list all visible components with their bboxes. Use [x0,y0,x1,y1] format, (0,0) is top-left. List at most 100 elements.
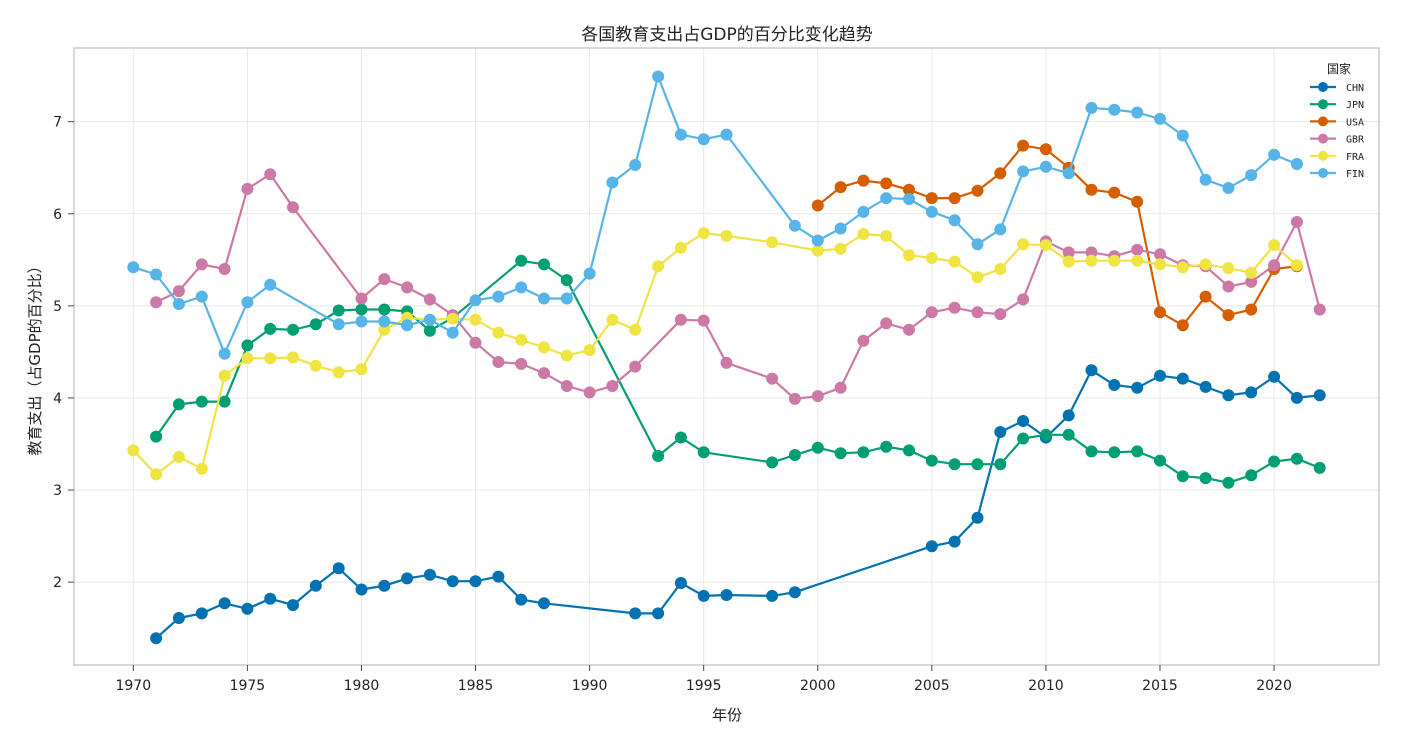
legend-item: GBR [1310,133,1365,146]
legend-item: CHN [1310,82,1364,94]
data-point [172,612,185,624]
data-point [674,431,687,444]
data-point [925,540,938,553]
series-chn [150,364,1326,645]
data-point [172,450,185,463]
data-point [538,341,550,354]
data-point [515,593,528,606]
data-point [652,260,665,273]
data-point [469,336,482,349]
data-point [401,319,414,332]
data-point [1245,303,1258,316]
data-point [766,236,779,249]
data-point [264,278,277,291]
data-point [811,390,824,403]
data-point [652,70,665,83]
data-point [1154,454,1166,467]
x-tick-label: 1970 [115,678,151,694]
data-point [925,192,938,205]
y-tick-label: 6 [53,207,62,223]
data-point [674,241,687,254]
legend-label: GBR [1346,135,1365,146]
data-point [218,263,231,275]
data-point [355,363,368,376]
data-point [195,290,208,303]
data-point [287,201,299,214]
data-point [1108,446,1121,459]
data-point [1222,280,1235,293]
data-point [1154,306,1166,319]
y-tick-label: 5 [53,299,62,315]
data-point [401,281,414,294]
data-point [1199,380,1212,393]
data-point [994,458,1007,471]
legend-label: CHN [1346,83,1364,94]
data-point [971,306,984,319]
data-point [1085,254,1098,267]
data-point [948,458,961,471]
data-point [994,167,1007,180]
data-point [492,326,505,339]
data-point [241,296,254,309]
data-point [1062,428,1075,441]
data-point [1017,293,1030,306]
data-point [720,128,733,141]
data-point [788,449,801,461]
data-point [1131,106,1144,119]
data-point [788,392,801,405]
data-point [195,258,208,271]
data-point [971,238,984,251]
data-point [150,430,163,443]
data-point [538,367,550,380]
data-point [903,249,915,262]
data-point [172,298,185,310]
data-point [720,229,733,242]
data-point [1313,303,1326,316]
data-point [492,290,505,303]
data-point [971,271,984,284]
data-point [332,366,345,379]
data-point [925,306,938,319]
data-point [1199,258,1212,271]
data-point [264,168,277,181]
data-point [355,292,368,305]
legend-title: 国家 [1327,61,1351,76]
data-point [606,380,619,392]
data-point [925,205,938,218]
data-point [446,326,459,339]
data-point [218,597,231,610]
data-point [1062,255,1075,268]
data-point [857,174,870,187]
data-point [583,344,596,357]
data-point [1017,139,1030,152]
data-point [652,607,665,620]
data-point [401,572,414,585]
data-point [1062,167,1075,180]
data-point [811,234,824,247]
data-point [127,261,140,274]
legend-item: JPN [1310,99,1364,111]
data-point [1085,364,1098,377]
data-point [172,285,185,298]
data-point [1245,386,1258,399]
data-point [332,562,345,575]
data-point [880,229,893,242]
data-point [1039,239,1052,252]
data-point [1268,455,1281,468]
data-point [720,356,733,369]
data-point [446,312,459,325]
data-point [880,440,893,453]
data-point [446,575,459,588]
data-point [583,386,596,399]
data-point [332,304,345,317]
data-point [423,568,436,581]
data-point [195,462,208,475]
data-point [195,395,208,408]
x-tick-label: 1980 [344,678,380,694]
data-point [903,183,915,196]
data-point [948,192,961,205]
data-point [1131,195,1144,208]
data-point [1176,319,1189,332]
x-tick-label: 1975 [230,678,266,694]
